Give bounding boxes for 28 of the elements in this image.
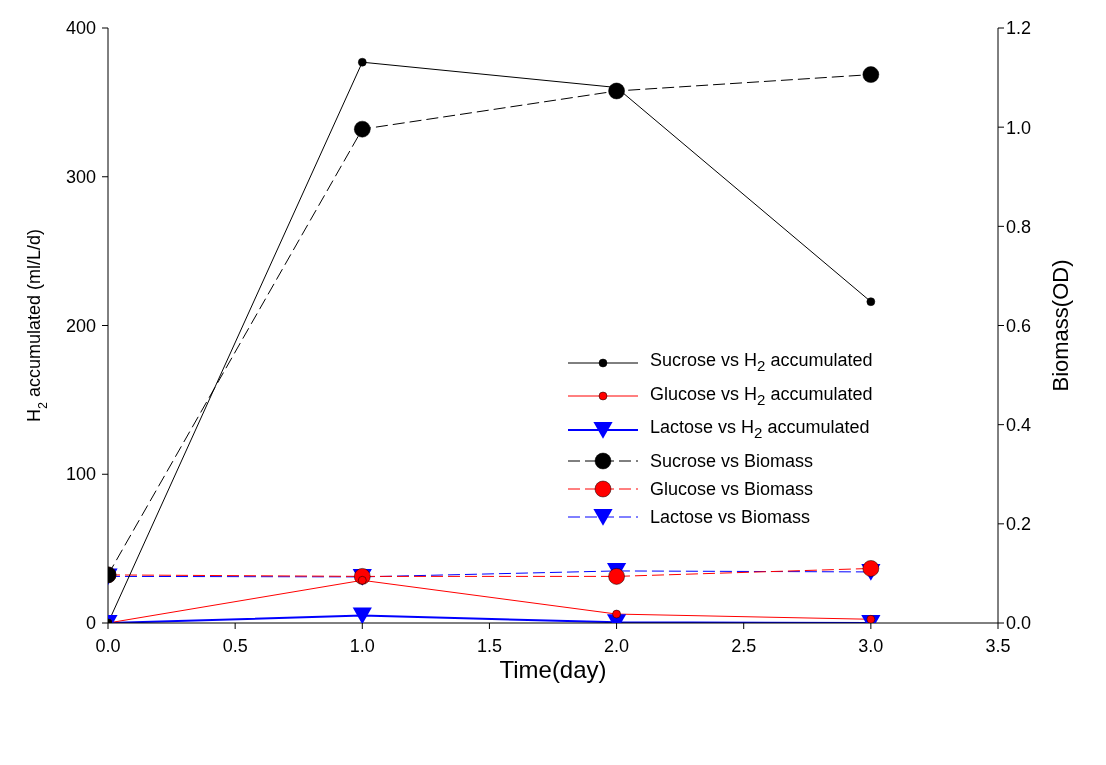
x-tick-label: 3.5: [985, 635, 1011, 656]
y2-tick-label: 0.6: [1006, 315, 1032, 336]
x-tick-label: 2.5: [731, 635, 757, 656]
y2-tick-label: 0.2: [1006, 514, 1032, 535]
legend-label: Sucrose vs Biomass: [650, 449, 814, 473]
x-tick-label: 3.0: [858, 635, 884, 656]
y-tick-label: 400: [65, 18, 96, 38]
y-tick-label: 200: [65, 315, 96, 336]
x-axis-title: Time(day): [499, 656, 607, 683]
legend-label: Glucose vs H$_{2}$ accumulated: [650, 382, 873, 410]
y2-tick-label: 1.2: [1006, 18, 1032, 39]
y-tick-label: 300: [65, 166, 96, 187]
y2-tick-label: 0.8: [1006, 216, 1032, 237]
y2-axis-title: Biomass(OD): [1048, 259, 1073, 392]
legend-label: Lactose vs Biomass: [650, 505, 811, 529]
x-tick-label: 0.5: [222, 635, 248, 656]
legend-label: Lactose vs H$_{2}$ accumulated: [650, 416, 870, 443]
legend-label: Glucose vs Biomass: [650, 477, 814, 501]
x-tick-label: 1.5: [476, 635, 502, 656]
x-tick-label: 1.0: [349, 635, 375, 656]
y2-tick-label: 0.0: [1006, 613, 1032, 634]
y2-tick-label: 0.4: [1006, 415, 1032, 436]
y-tick-label: 0: [85, 613, 96, 633]
x-tick-label: 2.0: [604, 635, 630, 656]
legend-label: Sucrose vs H$_{2}$ accumulated: [650, 349, 873, 376]
x-tick-label: 0.0: [95, 635, 121, 656]
y-tick-label: 100: [65, 464, 96, 485]
y2-tick-label: 1.0: [1006, 117, 1032, 138]
